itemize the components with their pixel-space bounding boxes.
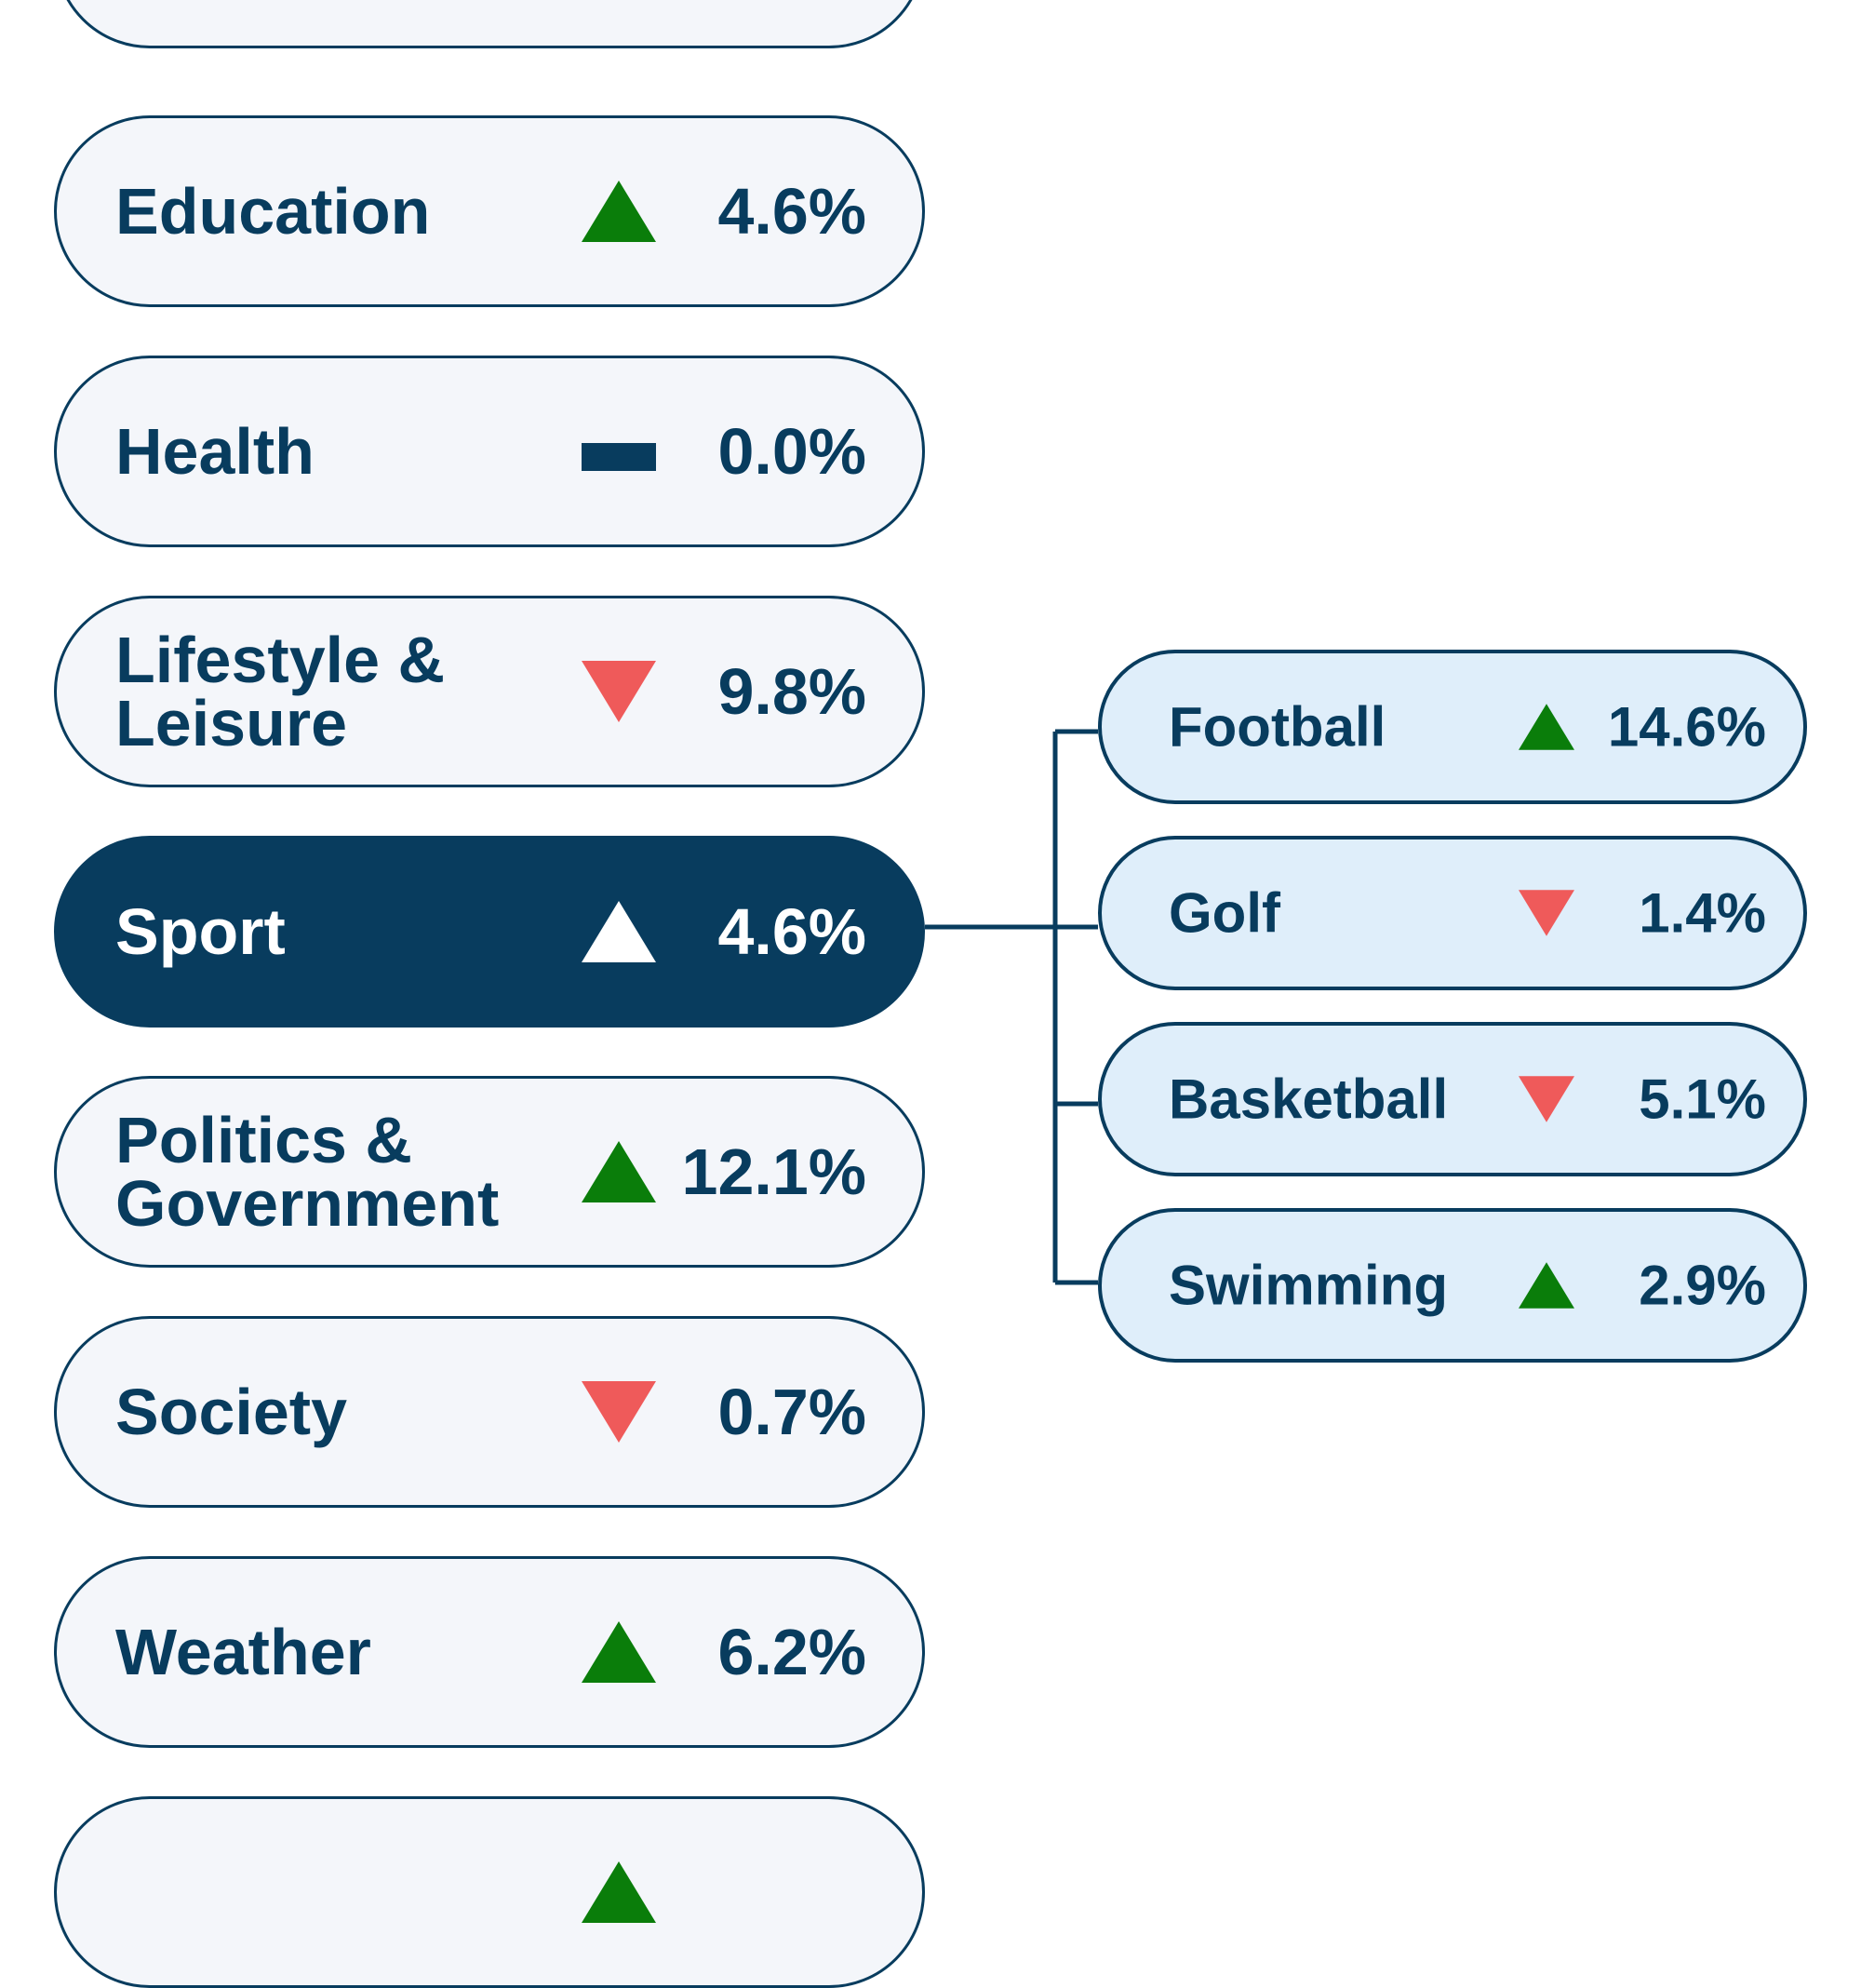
trend-up-icon bbox=[582, 1621, 656, 1683]
trend-indicator bbox=[1519, 704, 1574, 750]
category-pill[interactable]: Society 0.7% bbox=[54, 1316, 925, 1508]
trend-flat-icon bbox=[582, 443, 656, 471]
subcategory-label: Golf bbox=[1169, 881, 1280, 945]
trend-indicator bbox=[1519, 890, 1574, 936]
subcategory-pill[interactable]: Swimming 2.9% bbox=[1098, 1208, 1807, 1363]
trend-indicator bbox=[582, 421, 656, 482]
subcategory-pill[interactable]: Basketball 5.1% bbox=[1098, 1022, 1807, 1176]
category-label: Politics & Government bbox=[115, 1104, 500, 1240]
category-value: 0.0% bbox=[717, 415, 866, 488]
category-pill[interactable]: Education 4.6% bbox=[54, 115, 925, 307]
trend-indicator bbox=[1519, 1262, 1574, 1309]
category-pill[interactable]: Lifestyle & Leisure 9.8% bbox=[54, 596, 925, 787]
subcategory-label: Football bbox=[1169, 695, 1386, 759]
category-value: 4.6% bbox=[717, 175, 866, 248]
category-pill[interactable] bbox=[54, 0, 925, 48]
category-value: 6.2% bbox=[717, 1616, 866, 1688]
category-value: 9.8% bbox=[717, 655, 866, 728]
trend-indicator bbox=[582, 1381, 656, 1443]
subcategory-label: Swimming bbox=[1169, 1254, 1449, 1317]
subcategory-pill[interactable]: Football 14.6% bbox=[1098, 650, 1807, 804]
subcategory-value: 5.1% bbox=[1639, 1068, 1766, 1131]
trend-indicator bbox=[582, 901, 656, 962]
category-pill[interactable]: Politics & Government 12.1% bbox=[54, 1076, 925, 1268]
trend-indicator bbox=[582, 661, 656, 722]
trend-indicator bbox=[582, 1141, 656, 1202]
category-pill[interactable] bbox=[54, 1796, 925, 1988]
trend-up-icon bbox=[582, 1141, 656, 1202]
trend-indicator bbox=[582, 1861, 656, 1923]
trend-indicator bbox=[582, 1621, 656, 1683]
connector-lines bbox=[925, 729, 1098, 1285]
subcategory-value: 2.9% bbox=[1639, 1254, 1766, 1317]
category-label: Education bbox=[115, 175, 431, 248]
category-pill[interactable]: Sport 4.6% bbox=[54, 836, 925, 1028]
category-value: 4.6% bbox=[717, 895, 866, 968]
trend-down-icon bbox=[1519, 1076, 1574, 1122]
category-value: 0.7% bbox=[717, 1376, 866, 1448]
category-pill[interactable]: Health 0.0% bbox=[54, 356, 925, 547]
category-label: Society bbox=[115, 1376, 347, 1448]
category-pill[interactable]: Weather 6.2% bbox=[54, 1556, 925, 1748]
trend-down-icon bbox=[582, 661, 656, 722]
trend-up-icon bbox=[1519, 704, 1574, 750]
subcategory-value: 1.4% bbox=[1639, 881, 1766, 945]
category-value: 12.1% bbox=[681, 1135, 866, 1208]
trend-indicator bbox=[582, 181, 656, 242]
trend-indicator bbox=[1519, 1076, 1574, 1122]
category-label: Lifestyle & Leisure bbox=[115, 624, 445, 759]
trend-up-icon bbox=[1519, 1262, 1574, 1309]
trend-down-icon bbox=[582, 1381, 656, 1443]
trend-up-icon bbox=[582, 1861, 656, 1923]
category-label: Weather bbox=[115, 1616, 371, 1688]
subcategory-label: Basketball bbox=[1169, 1068, 1449, 1131]
category-label: Health bbox=[115, 415, 315, 488]
trend-up-icon bbox=[582, 181, 656, 242]
category-label: Sport bbox=[115, 895, 286, 968]
trend-up-icon bbox=[582, 901, 656, 962]
subcategory-pill[interactable]: Golf 1.4% bbox=[1098, 836, 1807, 990]
trend-down-icon bbox=[1519, 890, 1574, 936]
subcategory-value: 14.6% bbox=[1607, 695, 1766, 759]
